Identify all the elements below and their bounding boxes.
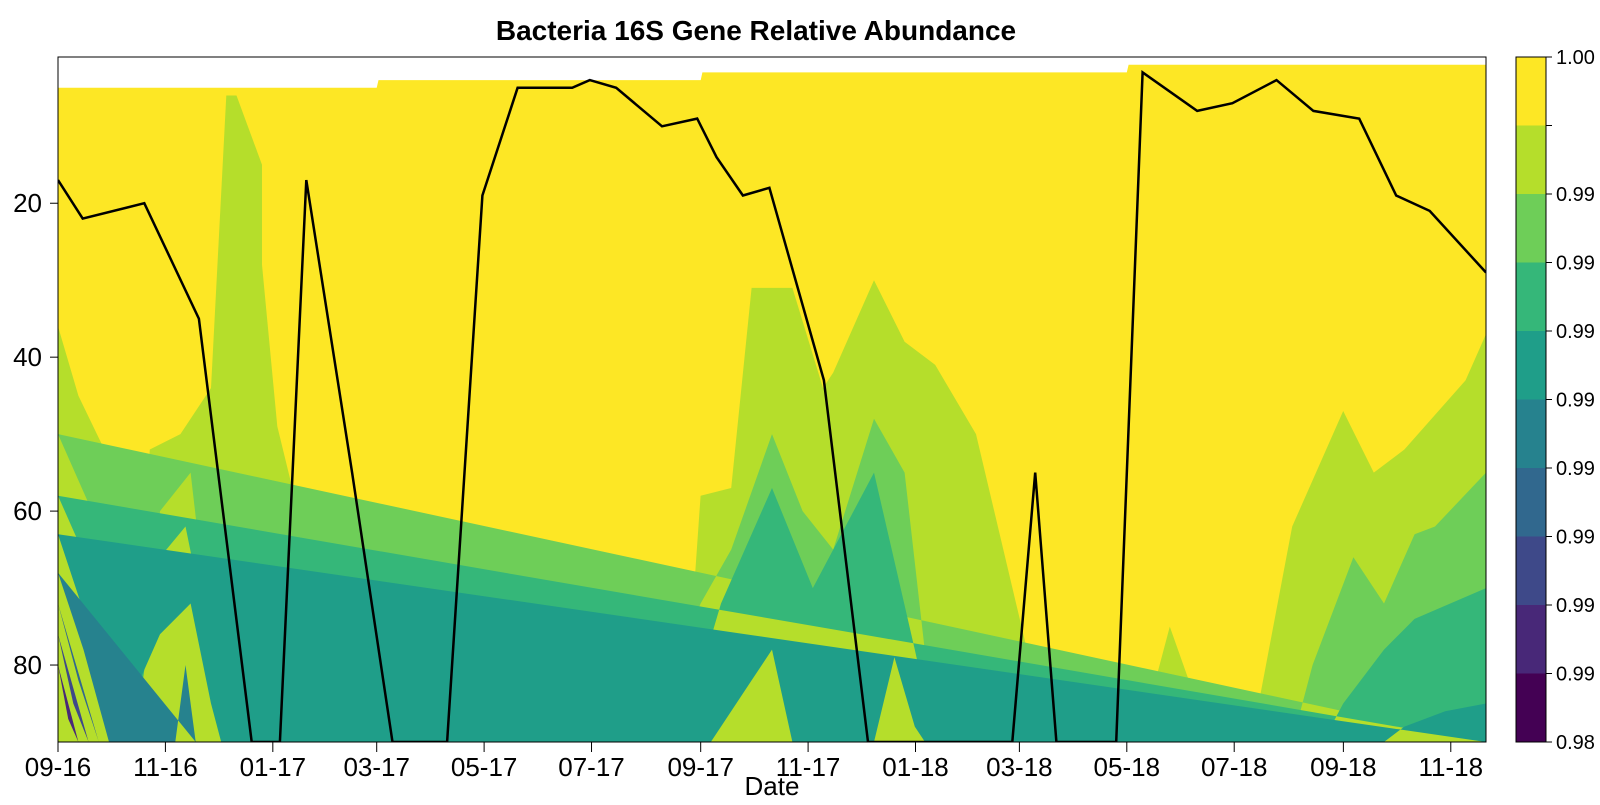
colorbar-label: 0.99 bbox=[1556, 458, 1595, 480]
colorbar-label: 0.98 bbox=[1556, 732, 1595, 754]
x-tick-label: 11-17 bbox=[776, 752, 841, 782]
colorbar-label: 0.99 bbox=[1556, 390, 1595, 412]
colorbar: 0.98 0.99 0.99 0.99 0.99 0.99 0.99 0.99 0.99 1.00 bbox=[1515, 47, 1595, 754]
colorbar-label: 0.99 bbox=[1556, 321, 1595, 343]
colorbar-segment bbox=[1516, 194, 1546, 263]
colorbar-label: 0.99 bbox=[1556, 664, 1595, 686]
plot-area bbox=[57, 56, 1487, 743]
colorbar-segment bbox=[1516, 262, 1546, 331]
contour-band-7 bbox=[58, 634, 89, 742]
colorbar-segment bbox=[1516, 605, 1546, 674]
colorbar-segment bbox=[1516, 125, 1546, 194]
y-tick-label: 60 bbox=[13, 496, 42, 526]
colorbar-label: 0.99 bbox=[1556, 184, 1595, 206]
colorbar-segment bbox=[1516, 399, 1546, 468]
y-tick-label: 40 bbox=[13, 342, 42, 372]
contour-band-5 bbox=[58, 572, 196, 742]
contour-band-1 bbox=[58, 95, 1486, 742]
x-tick-label: 11-16 bbox=[133, 752, 198, 782]
colorbar-segment bbox=[1516, 57, 1546, 126]
colorbar-label: 0.99 bbox=[1556, 253, 1595, 275]
depth-series-line bbox=[58, 70, 1486, 742]
y-tick-label: 20 bbox=[13, 188, 42, 218]
x-tick-label: 05-18 bbox=[1094, 752, 1161, 782]
x-tick-label: 05-17 bbox=[451, 752, 518, 782]
surface-mask bbox=[58, 57, 1486, 88]
x-tick-label: 01-17 bbox=[240, 752, 307, 782]
contour-band-8 bbox=[58, 665, 79, 742]
x-tick-label: 09-16 bbox=[25, 752, 92, 782]
x-tick-label: 03-18 bbox=[986, 752, 1053, 782]
x-tick-label: 09-18 bbox=[1310, 752, 1377, 782]
x-tick-label: 01-18 bbox=[882, 752, 949, 782]
colorbar-label: 0.99 bbox=[1556, 595, 1595, 617]
colorbar-label: 1.00 bbox=[1556, 47, 1595, 69]
x-tick-label: 07-18 bbox=[1201, 752, 1268, 782]
y-axis: 20 40 60 80 bbox=[13, 188, 58, 680]
chart-title: Bacteria 16S Gene Relative Abundance bbox=[496, 15, 1016, 46]
contour-band-6 bbox=[58, 603, 99, 742]
contour-band-4 bbox=[58, 534, 1486, 742]
colorbar-segment bbox=[1516, 468, 1546, 537]
x-tick-label: 03-17 bbox=[343, 752, 410, 782]
contour-bands bbox=[58, 57, 1486, 742]
colorbar-segment bbox=[1516, 536, 1546, 605]
colorbar-segment bbox=[1516, 331, 1546, 400]
x-tick-label: 11-18 bbox=[1418, 752, 1483, 782]
x-axis: 09-16 11-16 01-17 03-17 05-17 07-17 09-17 11-17… bbox=[25, 742, 1483, 782]
x-tick-label: 07-17 bbox=[558, 752, 625, 782]
x-axis-label: Date bbox=[745, 771, 800, 800]
y-tick-label: 80 bbox=[13, 650, 42, 680]
colorbar-label: 0.99 bbox=[1556, 527, 1595, 549]
plot-frame bbox=[57, 56, 1487, 743]
colorbar-segment bbox=[1516, 673, 1546, 742]
x-tick-label: 09-17 bbox=[667, 752, 734, 782]
